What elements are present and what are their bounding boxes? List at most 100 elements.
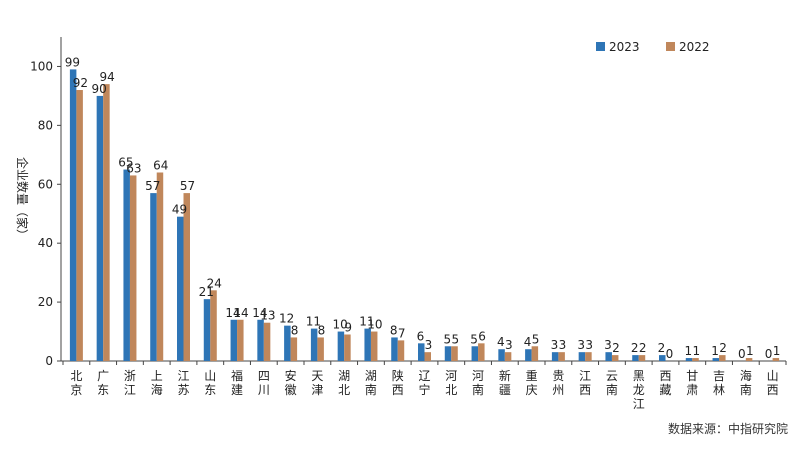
data-label-2022: 92 xyxy=(73,76,88,90)
category-label: 陕西 xyxy=(392,368,404,397)
data-label-2022: 94 xyxy=(100,70,115,84)
bar-2023-吉林 xyxy=(712,358,720,361)
category-label: 湖北 xyxy=(338,368,350,397)
category-label: 海南 xyxy=(740,368,752,397)
category-label: 贵州 xyxy=(552,369,564,397)
category-label: 西藏 xyxy=(659,369,671,397)
data-label-2023: 0 xyxy=(738,347,746,361)
data-label-2022: 1 xyxy=(692,344,700,358)
bar-2023-黑龙江 xyxy=(632,355,639,361)
bar-2023-云南 xyxy=(605,352,612,361)
category-label: 四川 xyxy=(258,369,270,397)
bar-2023-湖北 xyxy=(337,331,345,361)
bar-2023-江苏 xyxy=(177,216,184,361)
data-label-2023: 4 xyxy=(497,335,505,349)
category-label: 上海 xyxy=(151,369,163,397)
data-label-2023: 5 xyxy=(443,332,451,346)
data-label-2022: 64 xyxy=(153,158,168,172)
category-label: 江苏 xyxy=(177,369,189,397)
data-label-2022: 6 xyxy=(478,329,486,343)
bar-2023-福建 xyxy=(230,319,238,361)
bar-2023-新疆 xyxy=(498,349,505,361)
legend-swatch-2022 xyxy=(666,42,675,51)
data-label-2022: 5 xyxy=(451,332,459,346)
bar-2022-甘肃 xyxy=(692,358,699,361)
data-label-2022: 7 xyxy=(398,326,406,340)
data-label-2023: 21 xyxy=(199,285,214,299)
bar-2022-河南 xyxy=(478,343,485,361)
bar-2023-湖南 xyxy=(364,328,371,361)
bar-2022-河北 xyxy=(451,346,458,361)
data-label-2023: 2 xyxy=(631,341,639,355)
data-label-2023: 5 xyxy=(470,332,478,346)
bar-2023-四川 xyxy=(257,319,264,361)
data-label-2022: 3 xyxy=(425,338,433,352)
category-label: 浙江 xyxy=(124,369,136,397)
category-label: 山西 xyxy=(767,369,779,397)
category-label: 广东 xyxy=(97,369,109,397)
data-label-2023: 90 xyxy=(92,82,107,96)
bar-2023-北京 xyxy=(69,69,77,362)
bar-2022-江西 xyxy=(585,352,592,361)
data-label-2022: 9 xyxy=(344,320,352,334)
bar-2022-黑龙江 xyxy=(638,355,646,361)
category-label: 辽宁 xyxy=(418,369,430,397)
bar-2023-重庆 xyxy=(525,349,532,361)
data-label-2023: 14 xyxy=(225,306,240,320)
data-label-2023: 49 xyxy=(172,203,187,217)
bar-2022-贵州 xyxy=(558,352,565,361)
data-label-2023: 99 xyxy=(65,55,80,69)
category-label: 河北 xyxy=(445,369,457,397)
data-label-2022: 2 xyxy=(612,341,620,355)
category-label: 吉林 xyxy=(713,369,725,397)
data-label-2023: 1 xyxy=(711,344,719,358)
category-label: 云南 xyxy=(606,369,618,397)
data-label-2022: 8 xyxy=(318,323,326,337)
category-label: 重庆 xyxy=(526,369,538,397)
data-label-2023: 11 xyxy=(306,315,321,329)
data-label-2023: 3 xyxy=(577,338,585,352)
bar-2022-湖南 xyxy=(370,331,378,361)
y-tick-label: 80 xyxy=(38,118,53,132)
bar-2023-安徽 xyxy=(284,325,291,361)
bar-2023-河北 xyxy=(444,346,452,361)
bar-2022-海南 xyxy=(745,358,753,361)
bar-2023-陕西 xyxy=(391,337,398,361)
data-label-2022: 13 xyxy=(260,309,275,323)
data-label-2023: 14 xyxy=(252,306,267,320)
data-label-2023: 8 xyxy=(390,323,398,337)
legend: 2023 2022 xyxy=(596,40,710,54)
category-label: 黑龙江 xyxy=(633,369,645,411)
data-label-2023: 4 xyxy=(524,335,532,349)
bar-2022-北京 xyxy=(76,90,83,361)
y-tick-label: 20 xyxy=(38,295,53,309)
data-label-2022: 8 xyxy=(291,323,299,337)
category-label: 新疆 xyxy=(499,368,511,397)
data-label-2022: 1 xyxy=(746,344,754,358)
legend-swatch-2023 xyxy=(596,42,605,51)
bar-2022-浙江 xyxy=(129,175,137,361)
category-label: 北京 xyxy=(70,369,82,397)
data-label-2022: 3 xyxy=(585,338,593,352)
category-label: 甘肃 xyxy=(686,369,698,397)
bar-2023-甘肃 xyxy=(685,358,693,361)
data-label-2022: 5 xyxy=(532,332,540,346)
category-labels: 北京广东浙江上海江苏山东福建四川安徽天津湖北湖南陕西辽宁河北河南新疆重庆贵州江西… xyxy=(70,368,778,411)
category-label: 安徽 xyxy=(285,368,297,397)
y-axis-label: 企业数量（家） xyxy=(15,157,30,241)
data-label-2022: 0 xyxy=(666,347,674,361)
data-label-2023: 65 xyxy=(118,156,133,170)
data-label-2022: 2 xyxy=(639,341,647,355)
data-label-2022: 57 xyxy=(180,179,195,193)
data-label-2023: 3 xyxy=(604,338,612,352)
bar-2022-江苏 xyxy=(183,193,190,361)
data-label-2022: 14 xyxy=(233,306,248,320)
source-note: 数据来源：中指研究院 xyxy=(668,421,788,436)
bar-2023-浙江 xyxy=(123,169,130,361)
data-label-2022: 3 xyxy=(559,338,567,352)
bar-2023-辽宁 xyxy=(418,343,425,361)
data-label-2023: 1 xyxy=(684,344,692,358)
bar-2022-吉林 xyxy=(719,355,726,361)
